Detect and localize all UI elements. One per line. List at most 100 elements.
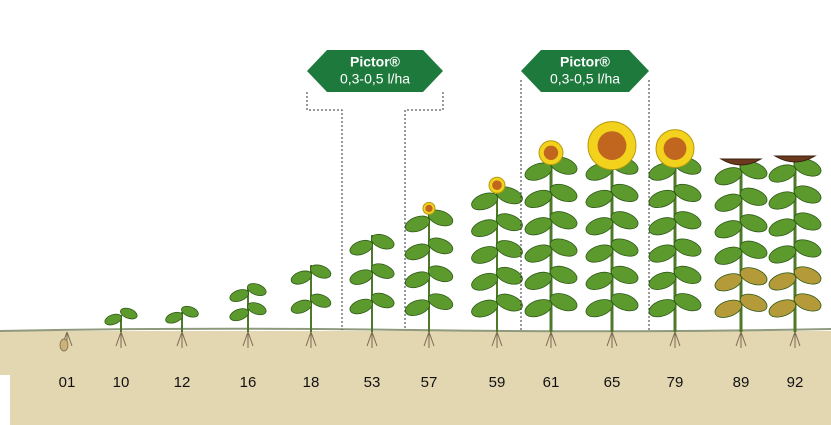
- spray-window-line: [306, 92, 343, 330]
- soil-top: [0, 331, 831, 375]
- leaf: [495, 240, 523, 258]
- root: [366, 331, 378, 348]
- plant: [165, 305, 199, 348]
- product-badge: [307, 50, 443, 92]
- leaf: [181, 305, 199, 318]
- leaf: [247, 283, 267, 297]
- stage-label: 12: [174, 374, 191, 391]
- leaf: [495, 213, 523, 232]
- stage-label: 65: [604, 374, 621, 391]
- plant: [524, 140, 578, 348]
- stage-label: 61: [543, 374, 560, 391]
- plants: [59, 121, 822, 352]
- leaf: [739, 267, 768, 286]
- leaf: [471, 192, 499, 211]
- root: [669, 331, 681, 348]
- leaf: [471, 272, 499, 291]
- product-rate: 0,3-0,5 l/ha: [340, 71, 410, 87]
- leaf: [104, 313, 122, 326]
- product-name: Pictor®: [350, 54, 401, 70]
- leaf: [793, 266, 822, 285]
- leaf: [610, 211, 639, 230]
- leaf: [673, 293, 702, 312]
- root: [606, 331, 618, 348]
- stage-label: 89: [733, 374, 750, 391]
- stage-label: 10: [113, 374, 130, 391]
- leaf: [610, 183, 639, 203]
- leaf: [495, 293, 523, 312]
- leaf: [610, 265, 639, 284]
- leaf: [549, 293, 578, 312]
- leaf: [739, 240, 768, 259]
- leaf: [229, 289, 249, 303]
- leaf: [673, 265, 702, 284]
- leaf: [370, 263, 395, 279]
- leaf: [427, 293, 454, 311]
- leaf: [549, 183, 578, 203]
- leaf: [549, 265, 578, 284]
- product-rate: 0,3-0,5 l/ha: [550, 71, 620, 87]
- root: [789, 331, 801, 348]
- leaf: [120, 307, 138, 320]
- product-badge: [521, 50, 649, 92]
- leaf: [793, 185, 822, 204]
- stage-label: 53: [364, 374, 381, 391]
- ground-line: [0, 327, 831, 333]
- stages: 01 10 12 16 18 53 57 59 61 65 79 89 92: [59, 374, 804, 391]
- leaf: [471, 299, 499, 318]
- leaf: [471, 219, 499, 238]
- plant: [471, 176, 523, 348]
- leaf: [793, 239, 822, 258]
- leaf: [229, 308, 249, 322]
- plant: [59, 331, 73, 352]
- plant: [229, 283, 267, 348]
- leaf: [404, 243, 431, 261]
- leaf: [673, 211, 702, 230]
- plant: [404, 201, 454, 348]
- root: [545, 331, 557, 348]
- stage-label: 92: [787, 374, 804, 391]
- leaf: [349, 298, 374, 315]
- stage-label: 18: [303, 374, 320, 391]
- plant: [349, 233, 395, 348]
- leaf: [793, 212, 822, 231]
- root: [491, 331, 503, 348]
- leaf: [349, 239, 374, 256]
- flower-disc: [543, 145, 559, 160]
- leaf: [404, 271, 431, 289]
- root: [423, 331, 435, 348]
- leaf: [495, 266, 523, 285]
- leaf: [309, 264, 332, 279]
- seed-head: [719, 158, 763, 166]
- leaf: [673, 183, 702, 203]
- leaf: [404, 215, 431, 233]
- plant: [104, 307, 138, 348]
- leaf: [427, 237, 454, 255]
- plant: [714, 158, 768, 348]
- flower-disc: [663, 137, 687, 161]
- leaf: [247, 302, 267, 316]
- root: [305, 331, 317, 348]
- root: [115, 331, 127, 348]
- root: [242, 331, 254, 348]
- leaf: [739, 187, 768, 206]
- seed: [59, 338, 69, 352]
- leaf: [290, 299, 313, 314]
- leaf: [610, 238, 639, 257]
- stage-label: 01: [59, 374, 76, 391]
- plant: [585, 121, 639, 348]
- spray-window-line: [404, 92, 444, 330]
- plant: [290, 264, 332, 348]
- leaf: [370, 233, 395, 250]
- root: [735, 331, 747, 348]
- seed-head: [773, 155, 817, 163]
- stage-label: 57: [421, 374, 438, 391]
- leaf: [673, 238, 702, 257]
- leaf: [793, 293, 822, 312]
- flower-disc: [425, 204, 433, 212]
- leaf: [370, 292, 395, 309]
- soil: [10, 375, 831, 425]
- leaf: [549, 211, 578, 230]
